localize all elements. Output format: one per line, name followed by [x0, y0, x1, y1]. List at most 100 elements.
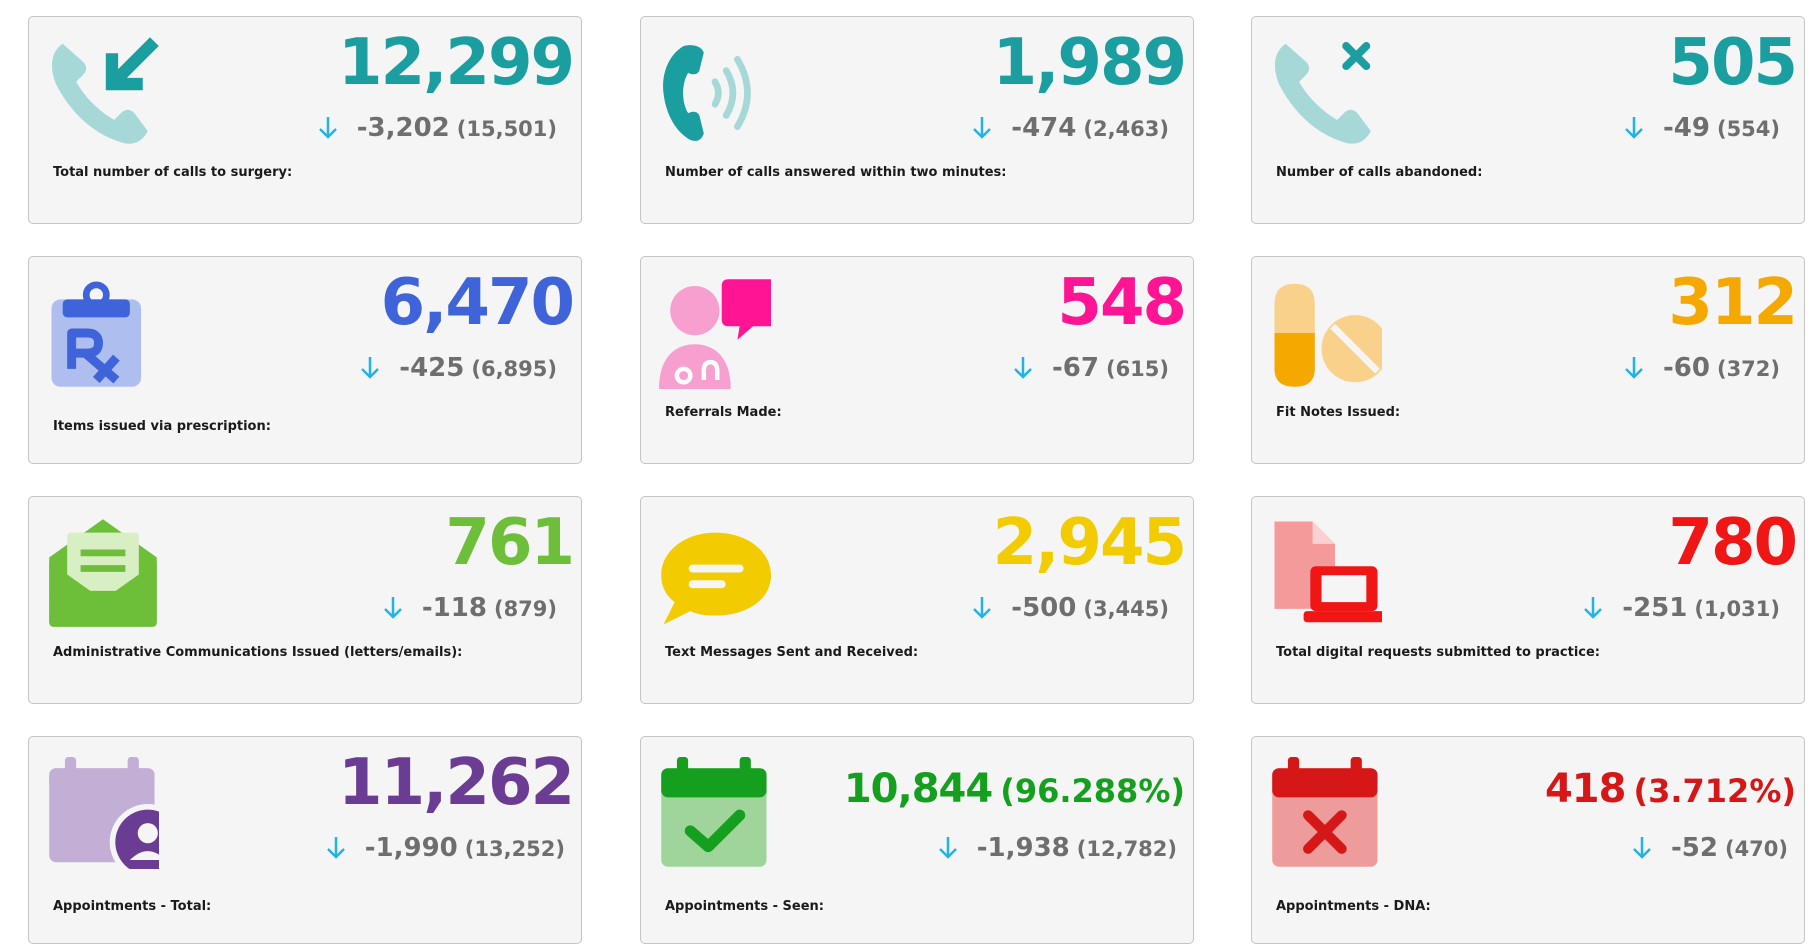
arrow-down-icon	[326, 837, 345, 859]
stat-label: Text Messages Sent and Received:	[665, 645, 919, 660]
speech-bubble-icon	[659, 517, 771, 629]
arrow-down-icon	[384, 597, 402, 619]
stat-card-appointments-total: 11,262 -1,990 (13,252) Appointments - To…	[28, 736, 582, 944]
stat-delta: -60	[1662, 353, 1710, 383]
stat-change: -474 (2,463)	[971, 113, 1169, 143]
stat-value: 2,945	[992, 506, 1187, 580]
stat-label: Total number of calls to surgery:	[53, 165, 293, 180]
stat-delta: -67	[1051, 353, 1099, 383]
stat-previous: (15,501)	[456, 117, 557, 141]
stat-delta: -118	[421, 593, 487, 623]
stat-label: Appointments - Seen:	[665, 899, 824, 914]
prescription-clipboard-icon	[47, 277, 159, 389]
stat-card-fit-notes: 312 -60 (372) Fit Notes Issued:	[1251, 256, 1805, 464]
stat-card-calls-abandoned: 505 -49 (554) Number of calls abandoned:	[1251, 16, 1805, 224]
stat-card-appointments-dna: 418 (3.712%) -52 (470) Appointments - DNA…	[1251, 736, 1805, 944]
stat-card-digital-requests: 780 -251 (1,031) Total digital requests …	[1251, 496, 1805, 704]
stat-label: Appointments - DNA:	[1276, 899, 1431, 914]
stat-label: Total digital requests submitted to prac…	[1276, 645, 1600, 660]
stat-delta: -3,202	[356, 113, 450, 143]
stat-value: 312	[1668, 266, 1798, 340]
arrow-down-icon	[938, 837, 957, 859]
stat-delta: -251	[1622, 593, 1688, 623]
calendar-user-icon	[47, 757, 159, 869]
stat-delta: -474	[1011, 113, 1077, 143]
stat-card-prescriptions: 6,470 -425 (6,895) Items issued via pres…	[28, 256, 582, 464]
arrow-down-icon	[973, 597, 992, 619]
stat-change: -1,990 (13,252)	[325, 833, 565, 863]
calendar-cross-icon	[1270, 757, 1382, 869]
stat-previous: (12,782)	[1076, 837, 1177, 861]
stat-value: 11,262	[338, 746, 575, 820]
stat-card-calls-answered: 1,989 -474 (2,463) Number of calls answe…	[640, 16, 1194, 224]
stat-value: 505	[1668, 26, 1798, 100]
stat-previous: (470)	[1724, 837, 1788, 861]
stat-label: Items issued via prescription:	[53, 419, 271, 434]
arrow-down-icon	[1584, 597, 1603, 619]
stat-delta: -500	[1011, 593, 1077, 623]
stat-previous: (554)	[1716, 117, 1780, 141]
stat-card-text-messages: 2,945 -500 (3,445) Text Messages Sent an…	[640, 496, 1194, 704]
stat-change: -425 (6,895)	[359, 353, 557, 383]
arrow-down-icon	[1625, 357, 1643, 379]
stat-label: Number of calls abandoned:	[1276, 165, 1483, 180]
envelope-letter-icon	[47, 517, 159, 629]
stat-value: 6,470	[380, 266, 575, 340]
stat-change: -500 (3,445)	[971, 593, 1169, 623]
phone-missed-icon	[1270, 37, 1382, 149]
stat-label: Appointments - Total:	[53, 899, 212, 914]
phone-ringing-icon	[659, 37, 771, 149]
stat-card-referrals: 548 -67 (615) Referrals Made:	[640, 256, 1194, 464]
stat-delta: -1,938	[976, 833, 1070, 863]
doctor-speech-icon	[659, 277, 771, 389]
stat-card-admin-comms: 761 -118 (879) Administrative Communicat…	[28, 496, 582, 704]
stat-value-number: 418	[1544, 766, 1626, 812]
digital-request-laptop-icon	[1270, 517, 1382, 629]
stat-value: 418 (3.712%)	[1545, 759, 1796, 821]
stat-previous: (6,895)	[471, 357, 557, 381]
stat-change: -1,938 (12,782)	[937, 833, 1177, 863]
stat-delta: -52	[1670, 833, 1718, 863]
stat-change: -49 (554)	[1623, 113, 1780, 143]
pills-icon	[1270, 277, 1382, 389]
arrow-down-icon	[973, 117, 992, 139]
stat-previous: (1,031)	[1694, 597, 1780, 621]
stat-value: 761	[445, 506, 575, 580]
stat-card-total-calls: 12,299 -3,202 (15,501) Total number of c…	[28, 16, 582, 224]
stat-label: Referrals Made:	[665, 405, 782, 420]
arrow-down-icon	[1633, 837, 1651, 859]
stat-card-appointments-seen: 10,844 (96.288%) -1,938 (12,782) Appointm…	[640, 736, 1194, 944]
stat-change: -118 (879)	[382, 593, 557, 623]
arrow-down-icon	[1014, 357, 1032, 379]
stat-value: 780	[1668, 506, 1798, 580]
phone-incoming-icon	[47, 37, 159, 149]
stat-change: -67 (615)	[1012, 353, 1169, 383]
arrow-down-icon	[1625, 117, 1643, 139]
stat-change: -52 (470)	[1631, 833, 1788, 863]
stat-previous: (615)	[1105, 357, 1169, 381]
stat-percent: (3.712%)	[1633, 772, 1796, 810]
stat-value-number: 10,844	[843, 766, 993, 812]
stat-change: -3,202 (15,501)	[317, 113, 557, 143]
stat-previous: (2,463)	[1083, 117, 1169, 141]
stat-previous: (372)	[1716, 357, 1780, 381]
arrow-down-icon	[318, 117, 337, 139]
calendar-check-icon	[659, 757, 771, 869]
stat-change: -60 (372)	[1623, 353, 1780, 383]
stat-label: Fit Notes Issued:	[1276, 405, 1401, 420]
stat-delta: -49	[1662, 113, 1710, 143]
stat-percent: (96.288%)	[1000, 772, 1185, 810]
stat-label: Number of calls answered within two minu…	[665, 165, 1007, 180]
stat-value: 548	[1057, 266, 1187, 340]
stat-value: 1,989	[992, 26, 1187, 100]
stat-previous: (13,252)	[464, 837, 565, 861]
stat-value: 12,299	[338, 26, 575, 100]
stat-value: 10,844 (96.288%)	[844, 759, 1185, 821]
arrow-down-icon	[361, 357, 380, 379]
stat-delta: -1,990	[364, 833, 458, 863]
stat-previous: (3,445)	[1083, 597, 1169, 621]
stat-previous: (879)	[493, 597, 557, 621]
stat-label: Administrative Communications Issued (le…	[53, 645, 463, 660]
stat-change: -251 (1,031)	[1582, 593, 1780, 623]
stat-delta: -425	[399, 353, 465, 383]
